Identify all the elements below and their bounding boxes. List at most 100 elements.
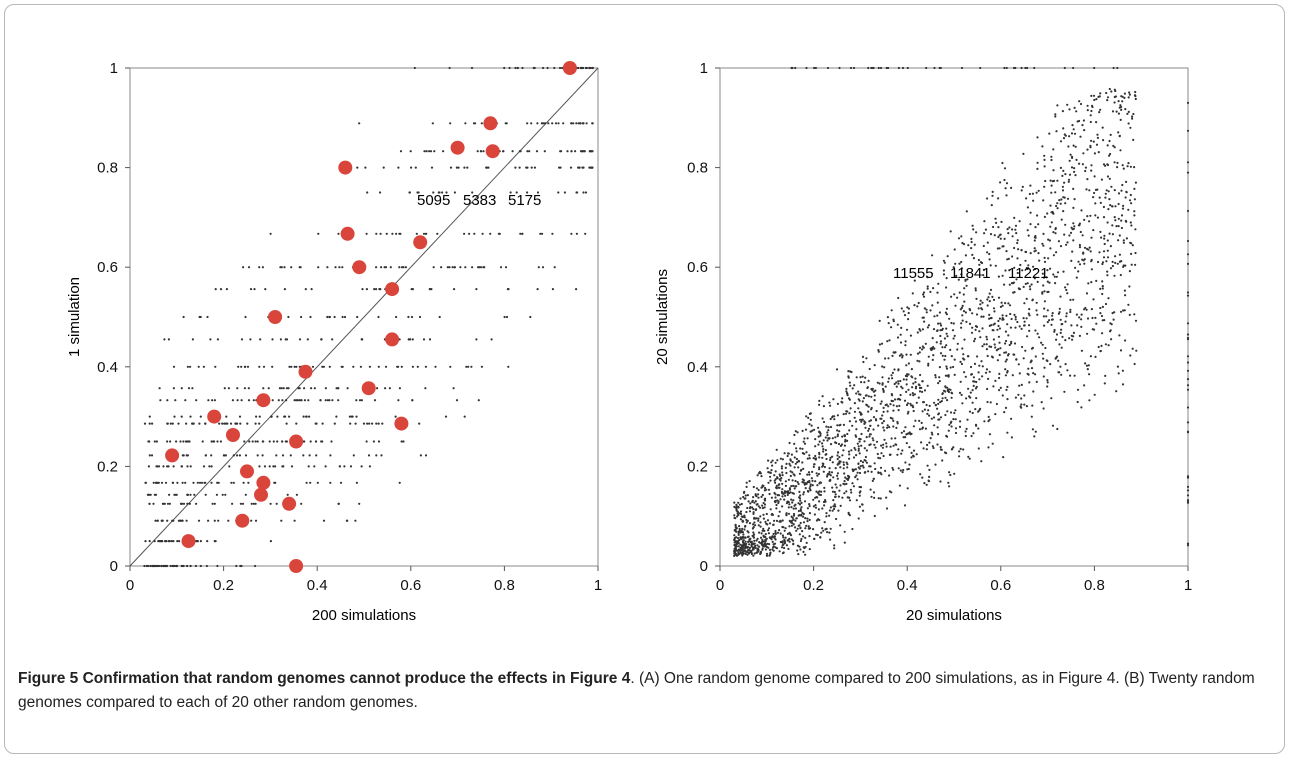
background-point [395,232,398,235]
y-tick-label: 1 [700,60,708,77]
scatter-point [793,466,796,469]
scatter-point [945,367,949,370]
scatter-point [796,527,799,530]
scatter-point [786,532,790,536]
scatter-point [1062,270,1065,273]
scatter-point [1091,316,1094,320]
scatter-point [930,431,933,434]
scatter-point [919,473,922,476]
background-point [217,481,220,484]
scatter-point [1098,196,1101,199]
background-point [364,166,367,169]
scatter-point [1106,239,1109,242]
scatter-point [922,295,926,298]
scatter-point [1118,260,1121,263]
scatter-point [873,443,876,446]
scatter-point [734,549,737,552]
scatter-point [871,437,874,440]
scatter-point [783,452,786,455]
scatter-point [1089,250,1092,253]
highlight-point [352,260,367,275]
scatter-point [916,331,919,334]
scatter-point [893,398,897,401]
background-point [381,422,384,425]
scatter-point [790,453,794,456]
scatter-point [1026,335,1029,338]
scatter-point [1026,229,1029,232]
background-point [331,399,334,402]
scatter-point [1109,245,1112,248]
scatter-point [791,66,794,70]
scatter-point [790,485,793,488]
scatter-point [843,444,847,447]
scatter-point [1041,145,1044,148]
background-point [228,465,231,468]
scatter-point [968,410,972,413]
background-point [476,150,479,153]
scatter-point [994,217,997,220]
scatter-point [1005,358,1008,361]
scatter-point [1117,225,1120,228]
scatter-point [757,496,760,499]
scatter-point [1061,189,1065,192]
scatter-point [881,365,884,368]
background-point [451,266,454,269]
scatter-point [825,457,828,461]
scatter-point [1113,189,1116,192]
background-point [399,232,402,235]
scatter-point [735,527,738,530]
scatter-point [847,376,850,379]
scatter-point [1063,233,1066,236]
scatter-point [899,333,902,336]
scatter-point [1120,108,1123,111]
scatter-point [1127,162,1130,165]
scatter-point [903,314,907,317]
background-point [448,66,451,70]
background-point [144,481,147,484]
background-point [397,399,400,402]
scatter-point [885,507,889,510]
scatter-point [933,401,936,404]
scatter-point [950,295,953,298]
scatter-point [875,409,878,413]
scatter-point [976,355,979,358]
scatter-point [1032,199,1035,202]
scatter-point [865,403,868,406]
scatter-point [868,435,871,438]
scatter-point [890,374,893,377]
scatter-point [1106,99,1109,102]
scatter-point [784,527,787,530]
scatter-point [1059,166,1062,169]
scatter-point [784,480,788,483]
background-point [464,266,467,269]
scatter-point [794,507,798,510]
background-point [213,502,216,505]
background-point [168,502,171,505]
scatter-point [1114,205,1117,208]
scatter-point [937,433,940,436]
scatter-point [741,519,744,522]
background-point [148,502,151,505]
scatter-point [1103,234,1106,237]
scatter-point [937,382,940,385]
scatter-point [986,304,989,307]
scatter-point [914,387,918,390]
scatter-point [733,514,736,517]
background-point [182,315,185,319]
scatter-point [1078,334,1081,337]
background-point [152,502,155,505]
scatter-point [965,210,968,213]
scatter-point [963,300,966,303]
scatter-point [945,313,949,316]
background-point [300,502,303,505]
scatter-point [1100,314,1104,318]
scatter-point [1013,353,1016,356]
scatter-point [740,502,743,506]
scatter-point [761,507,765,510]
scatter-point [1024,259,1027,262]
background-point [540,122,544,125]
scatter-point [767,488,771,491]
scatter-point [774,529,777,533]
background-point [354,519,357,522]
scatter-point [930,417,933,420]
